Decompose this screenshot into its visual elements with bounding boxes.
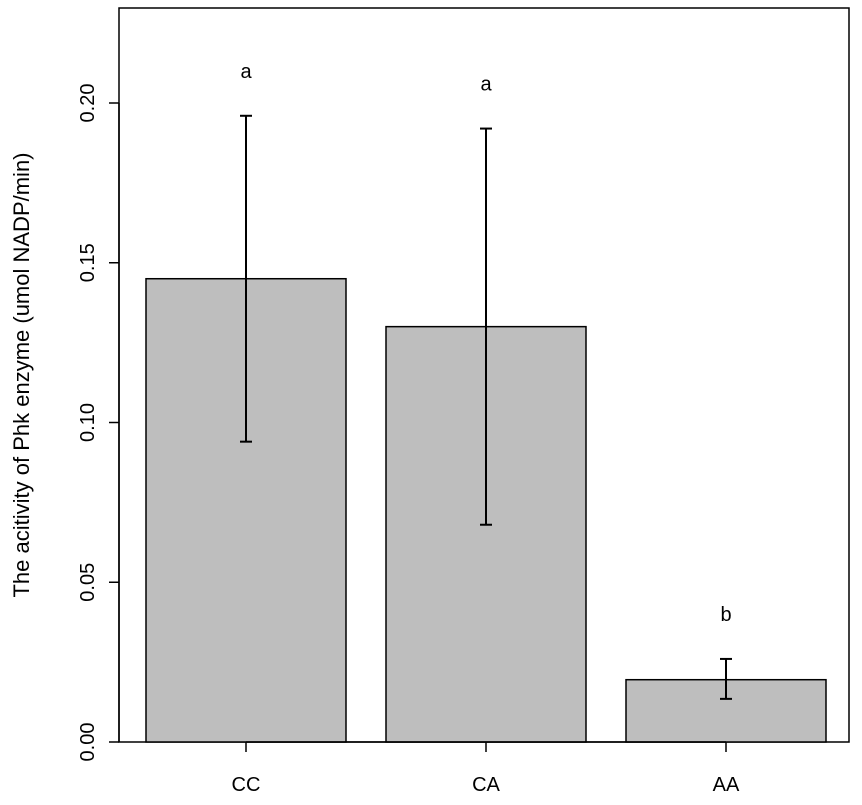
y-tick-label: 0.15: [77, 243, 99, 282]
y-tick-label: 0.00: [77, 723, 99, 762]
significance-letters-layer: a a b: [240, 61, 731, 626]
error-bar-ca: [480, 127, 492, 526]
significance-letter: a: [240, 61, 252, 83]
x-tick-label: CC: [232, 774, 261, 796]
error-bar-cc: [240, 114, 252, 443]
y-axis: 0.00 0.05 0.10 0.15 0.20: [77, 84, 120, 762]
y-tick-label: 0.20: [77, 84, 99, 123]
y-tick-label: 0.05: [77, 563, 99, 602]
significance-letter: b: [720, 604, 731, 626]
x-axis: CC CA AA: [232, 741, 740, 796]
x-tick-label: AA: [713, 774, 740, 796]
error-bar-aa: [720, 657, 732, 700]
y-axis-label: The acitivity of Phk enzyme (umol NADP/m…: [9, 152, 34, 597]
x-tick-label: CA: [472, 774, 500, 796]
error-bars-layer: [240, 114, 732, 700]
significance-letter: a: [480, 74, 492, 96]
y-tick-label: 0.10: [77, 403, 99, 442]
